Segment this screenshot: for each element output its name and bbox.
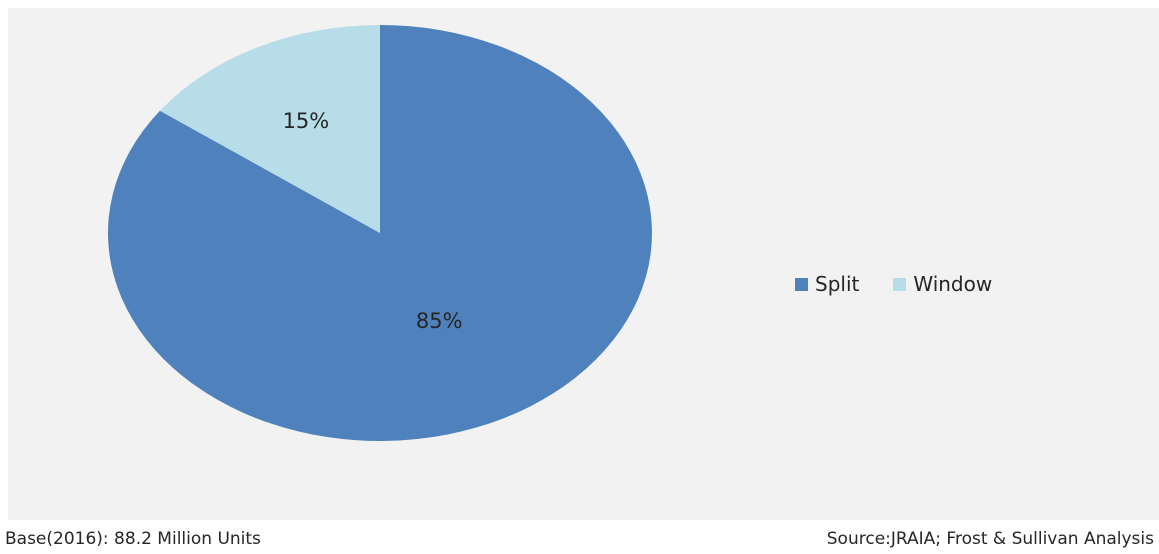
pie-slice-window (159, 25, 380, 233)
chart-area: 85% 15% Split Window (8, 8, 1159, 520)
pie-chart: 85% 15% (107, 25, 652, 441)
legend-item-window: Window (893, 272, 992, 296)
legend: Split Window (795, 272, 1026, 296)
legend-item-split: Split (795, 272, 859, 296)
data-label-split: 85% (416, 309, 463, 333)
data-label-window: 15% (283, 109, 330, 133)
legend-swatch-split (795, 277, 808, 291)
legend-swatch-window (893, 277, 907, 291)
base-footnote: Base(2016): 88.2 Million Units (5, 529, 261, 549)
source-footnote: Source:JRAIA; Frost & Sullivan Analysis (826, 529, 1154, 549)
legend-label-window: Window (913, 272, 993, 296)
legend-label-split: Split (815, 272, 860, 296)
